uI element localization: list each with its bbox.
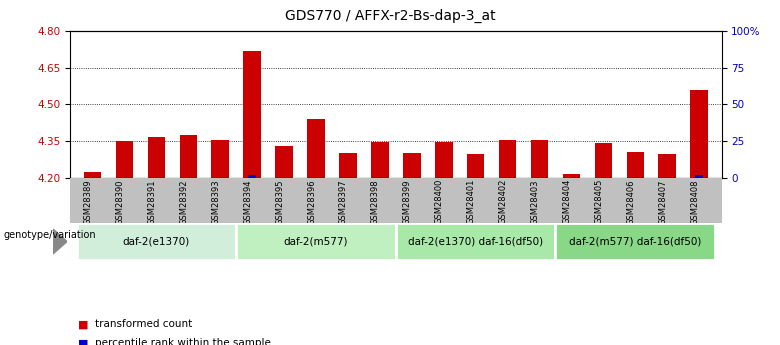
- Bar: [83, 171, 101, 178]
- Bar: [211, 140, 229, 178]
- Text: GSM28400: GSM28400: [434, 179, 444, 224]
- Text: genotype/variation: genotype/variation: [4, 230, 97, 240]
- Text: GSM28407: GSM28407: [658, 179, 667, 225]
- Bar: [179, 135, 197, 178]
- Text: GSM28408: GSM28408: [690, 179, 699, 225]
- Text: GSM28395: GSM28395: [275, 179, 284, 225]
- Text: ■: ■: [78, 338, 88, 345]
- Polygon shape: [53, 229, 67, 254]
- Text: GSM28399: GSM28399: [402, 179, 412, 225]
- Text: GSM28401: GSM28401: [466, 179, 476, 224]
- Bar: [371, 142, 388, 178]
- Text: GSM28389: GSM28389: [83, 179, 93, 225]
- Text: GSM28394: GSM28394: [243, 179, 252, 225]
- Text: GSM28406: GSM28406: [626, 179, 635, 225]
- Text: daf-2(e1370): daf-2(e1370): [122, 237, 190, 246]
- Text: GSM28392: GSM28392: [179, 179, 188, 225]
- Text: GSM28405: GSM28405: [594, 179, 604, 224]
- Text: GSM28402: GSM28402: [498, 179, 508, 224]
- Bar: [555, 223, 715, 260]
- Text: percentile rank within the sample: percentile rank within the sample: [95, 338, 271, 345]
- Bar: [339, 153, 356, 178]
- Text: daf-2(e1370) daf-16(df50): daf-2(e1370) daf-16(df50): [408, 237, 543, 246]
- Bar: [530, 140, 548, 178]
- Text: daf-2(m577) daf-16(df50): daf-2(m577) daf-16(df50): [569, 237, 701, 246]
- Text: GDS770 / AFFX-r2-Bs-dap-3_at: GDS770 / AFFX-r2-Bs-dap-3_at: [285, 9, 495, 23]
- Bar: [435, 142, 452, 178]
- Text: GSM28404: GSM28404: [562, 179, 572, 224]
- Bar: [467, 155, 484, 178]
- Bar: [243, 51, 261, 178]
- Bar: [115, 141, 133, 178]
- Bar: [248, 175, 256, 178]
- Bar: [403, 153, 420, 178]
- Bar: [626, 152, 644, 178]
- Text: ■: ■: [78, 319, 88, 329]
- Text: GSM28391: GSM28391: [147, 179, 157, 225]
- Bar: [236, 223, 396, 260]
- Text: GSM28397: GSM28397: [339, 179, 348, 225]
- Bar: [695, 175, 703, 178]
- Bar: [396, 223, 555, 260]
- Bar: [594, 144, 612, 178]
- Bar: [499, 140, 516, 178]
- Text: transformed count: transformed count: [95, 319, 193, 329]
- Bar: [76, 223, 236, 260]
- Text: GSM28390: GSM28390: [115, 179, 125, 225]
- Text: GSM28396: GSM28396: [307, 179, 316, 225]
- Bar: [658, 155, 676, 178]
- Bar: [147, 137, 165, 178]
- Bar: [307, 119, 324, 178]
- Bar: [562, 174, 580, 178]
- Text: GSM28403: GSM28403: [530, 179, 540, 225]
- Bar: [275, 146, 292, 178]
- Text: GSM28398: GSM28398: [370, 179, 380, 225]
- Text: GSM28393: GSM28393: [211, 179, 220, 225]
- Text: daf-2(m577): daf-2(m577): [284, 237, 349, 246]
- Bar: [690, 90, 708, 178]
